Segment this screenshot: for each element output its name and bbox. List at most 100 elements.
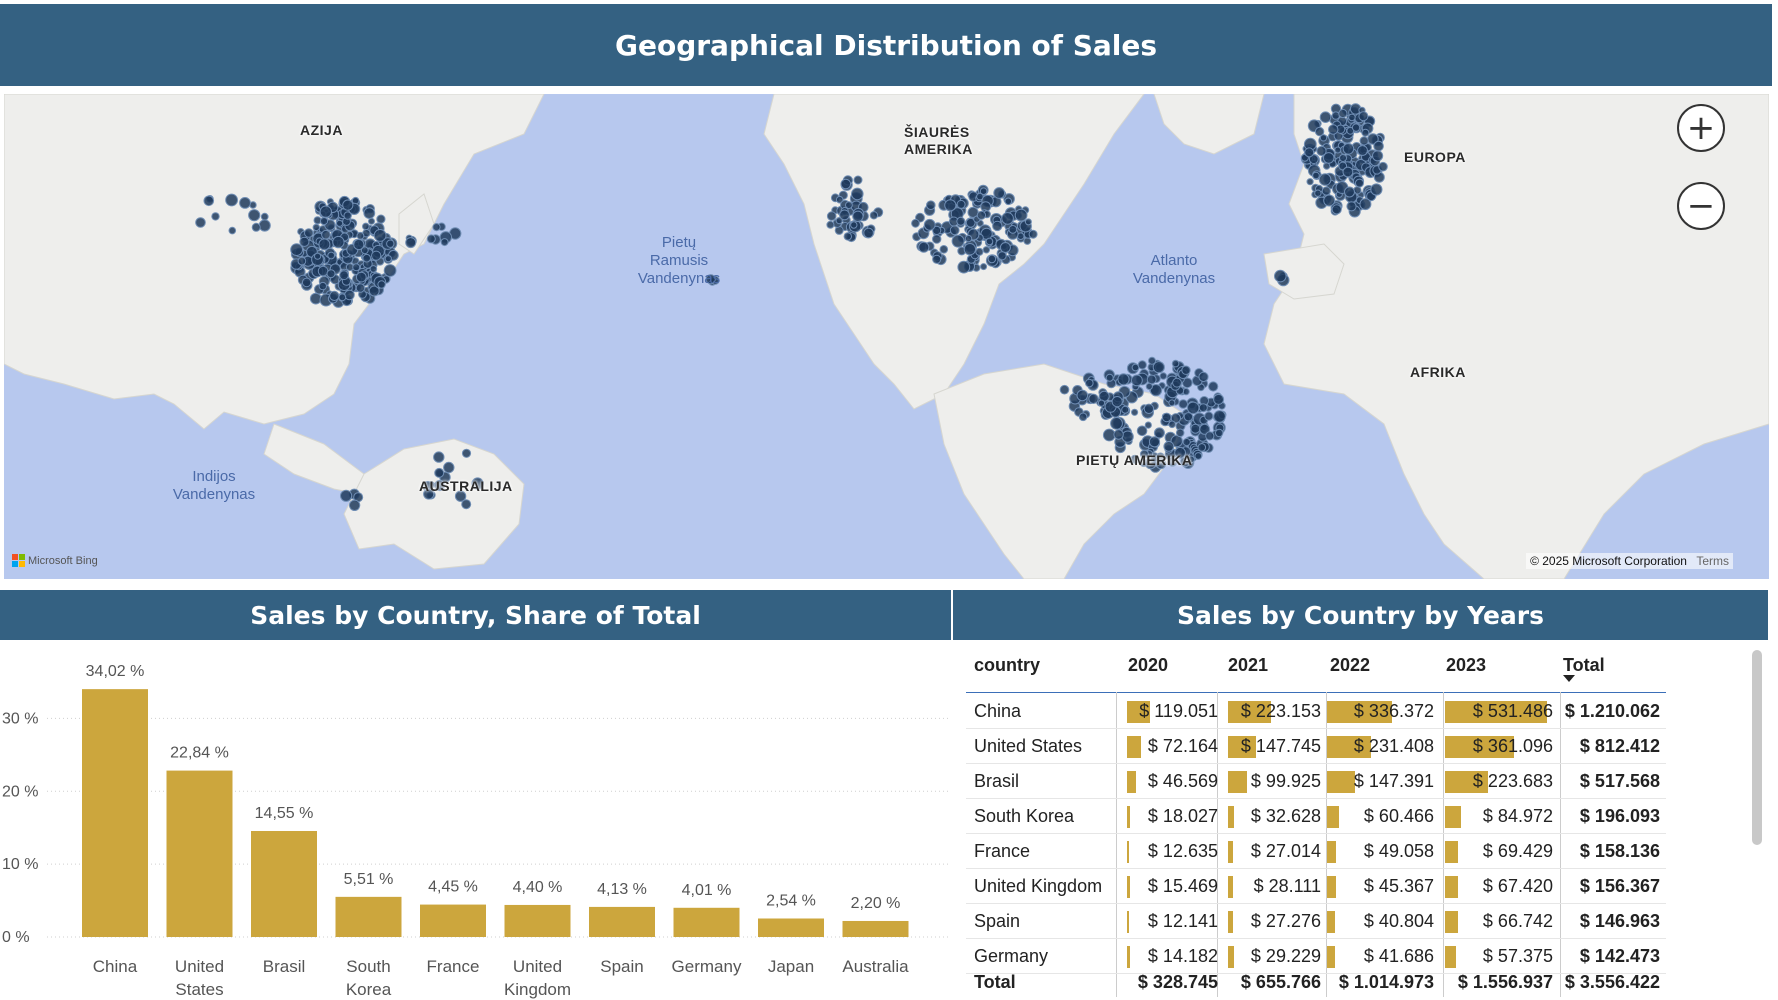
sales-marker[interactable] <box>1215 428 1224 438</box>
sales-marker[interactable] <box>1346 201 1357 212</box>
sales-marker[interactable] <box>1121 430 1134 443</box>
sales-marker[interactable] <box>471 477 484 490</box>
sales-marker[interactable] <box>911 218 920 228</box>
sales-marker[interactable] <box>1198 403 1208 413</box>
sales-marker[interactable] <box>1306 178 1314 186</box>
sales-marker[interactable] <box>1143 403 1155 414</box>
sales-marker[interactable] <box>1149 384 1163 397</box>
sales-marker[interactable] <box>1194 452 1203 460</box>
sales-marker[interactable] <box>318 238 331 251</box>
sales-marker[interactable] <box>1028 229 1038 239</box>
sales-marker[interactable] <box>340 489 353 502</box>
sales-marker[interactable] <box>976 192 984 201</box>
sales-marker[interactable] <box>344 289 355 301</box>
sales-marker[interactable] <box>1314 189 1322 197</box>
sales-marker[interactable] <box>1322 152 1335 164</box>
sales-marker[interactable] <box>1342 143 1355 155</box>
table-scrollbar[interactable] <box>1752 650 1762 845</box>
sales-marker[interactable] <box>1167 456 1178 467</box>
sales-marker[interactable] <box>386 239 395 248</box>
sales-marker[interactable] <box>1361 128 1370 137</box>
bar-south-korea[interactable] <box>335 896 402 937</box>
sales-marker[interactable] <box>835 217 843 225</box>
sales-marker[interactable] <box>918 241 930 253</box>
sales-marker[interactable] <box>1308 154 1319 165</box>
sales-marker[interactable] <box>433 451 445 463</box>
sales-marker[interactable] <box>949 225 960 236</box>
sales-marker[interactable] <box>239 197 251 209</box>
sales-marker[interactable] <box>1316 145 1327 157</box>
sales-marker[interactable] <box>852 210 864 223</box>
sales-marker[interactable] <box>360 246 369 255</box>
sales-marker[interactable] <box>839 209 850 221</box>
sales-marker[interactable] <box>228 226 237 235</box>
sort-descending-icon[interactable] <box>1563 675 1575 682</box>
sales-marker[interactable] <box>362 222 370 231</box>
sales-marker[interactable] <box>290 243 304 257</box>
zoom-out-button[interactable]: − <box>1677 182 1725 230</box>
sales-marker[interactable] <box>1014 208 1028 222</box>
sales-marker[interactable] <box>1359 198 1372 211</box>
sales-marker[interactable] <box>1180 456 1191 468</box>
sales-marker[interactable] <box>1088 393 1099 404</box>
sales-marker[interactable] <box>1323 194 1336 207</box>
sales-marker[interactable] <box>405 237 417 249</box>
sales-marker[interactable] <box>1334 146 1342 154</box>
sales-marker[interactable] <box>326 269 336 279</box>
sales-marker[interactable] <box>369 265 378 273</box>
sales-marker[interactable] <box>1137 360 1147 370</box>
table-row[interactable]: United Kingdom $ 15.469 $ 28.111 $ 45.367 $ … <box>966 869 1666 904</box>
sales-marker[interactable] <box>1155 452 1166 462</box>
table-row[interactable]: France $ 12.635 $ 27.014 $ 49.058 $ 69.429 $ … <box>966 834 1666 869</box>
sales-marker[interactable] <box>314 252 322 260</box>
sales-marker[interactable] <box>956 199 966 209</box>
sales-marker[interactable] <box>985 237 994 246</box>
map-canvas[interactable] <box>4 94 1769 579</box>
sales-marker[interactable] <box>377 280 386 289</box>
sales-marker[interactable] <box>426 234 436 244</box>
sales-marker[interactable] <box>843 232 852 241</box>
sales-marker[interactable] <box>1190 423 1201 434</box>
sales-marker[interactable] <box>705 274 716 285</box>
table-row[interactable]: Brasil $ 46.569 $ 99.925 $ 147.391 $ 223.683… <box>966 764 1666 799</box>
sales-marker[interactable] <box>1304 147 1315 158</box>
sales-marker[interactable] <box>1148 436 1161 448</box>
sales-marker[interactable] <box>1159 372 1168 380</box>
bar-china[interactable] <box>82 689 148 937</box>
sales-marker[interactable] <box>363 207 376 219</box>
sales-marker[interactable] <box>1358 111 1369 122</box>
sales-marker[interactable] <box>317 265 329 277</box>
sales-marker[interactable] <box>1139 458 1148 467</box>
sales-marker[interactable] <box>1175 428 1185 438</box>
sales-marker[interactable] <box>1110 417 1123 430</box>
sales-map[interactable]: AZIJA ŠIAURĖS AMERIKA EUROPA AFRIKA PIET… <box>4 94 1769 579</box>
sales-marker[interactable] <box>999 242 1011 253</box>
table-row[interactable]: Spain $ 12.141 $ 27.276 $ 40.804 $ 66.742 $ 1… <box>966 904 1666 939</box>
sales-marker[interactable] <box>368 217 375 225</box>
sales-marker[interactable] <box>1153 427 1165 439</box>
sales-marker[interactable] <box>987 254 997 264</box>
sales-marker[interactable] <box>992 220 1003 232</box>
sales-marker[interactable] <box>203 195 215 207</box>
column-header-2020[interactable]: 2020 <box>1128 655 1169 675</box>
sales-marker[interactable] <box>352 263 361 272</box>
sales-marker[interactable] <box>384 255 392 263</box>
sales-marker[interactable] <box>327 251 336 260</box>
sales-marker[interactable] <box>1373 140 1384 152</box>
sales-marker[interactable] <box>301 277 312 288</box>
sales-marker[interactable] <box>1111 396 1123 408</box>
sales-marker[interactable] <box>963 243 977 256</box>
sales-marker[interactable] <box>454 490 467 502</box>
sales-marker[interactable] <box>260 212 269 221</box>
sales-marker[interactable] <box>348 499 361 511</box>
sales-marker[interactable] <box>251 222 261 232</box>
sales-marker[interactable] <box>1097 399 1106 407</box>
sales-marker[interactable] <box>1181 365 1191 375</box>
table-row[interactable]: Germany $ 14.182 $ 29.229 $ 41.686 $ 57.375 $… <box>966 939 1666 974</box>
sales-marker[interactable] <box>1130 454 1140 464</box>
sales-marker[interactable] <box>304 228 314 238</box>
sales-marker[interactable] <box>840 178 852 190</box>
bar-brasil[interactable] <box>251 830 317 937</box>
sales-marker[interactable] <box>1170 434 1183 448</box>
sales-marker[interactable] <box>1168 420 1176 429</box>
